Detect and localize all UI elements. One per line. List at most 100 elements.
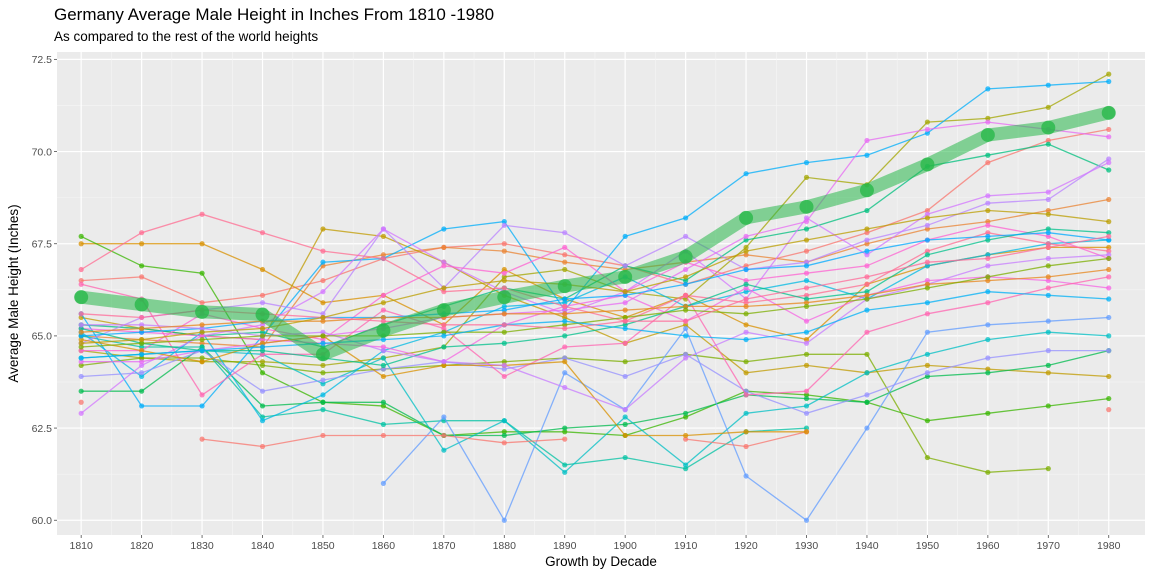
highlight-point (980, 127, 995, 142)
data-point (562, 344, 568, 350)
data-point (562, 311, 568, 317)
data-point (924, 259, 931, 265)
data-point (1045, 196, 1051, 203)
x-tick-label: 1940 (855, 540, 879, 552)
data-point (864, 307, 870, 313)
data-point (924, 281, 931, 287)
data-point (743, 252, 749, 258)
data-point (1106, 373, 1112, 380)
data-point (562, 230, 568, 236)
data-point (803, 174, 810, 180)
data-point (924, 130, 931, 136)
data-point (78, 311, 84, 317)
data-point (924, 119, 931, 125)
x-tick-label: 1910 (674, 540, 698, 552)
data-point (985, 410, 991, 416)
data-point (985, 200, 991, 206)
data-point (683, 466, 689, 472)
data-point (1106, 248, 1112, 254)
data-point (924, 237, 931, 243)
data-point (924, 454, 931, 461)
data-point (1106, 126, 1112, 133)
data-point (924, 329, 931, 335)
data-point (380, 292, 386, 298)
data-point (259, 300, 266, 306)
data-point (924, 126, 931, 133)
data-point (78, 266, 84, 273)
data-point (1106, 314, 1112, 321)
y-tick-label: 65.0 (32, 331, 53, 343)
data-point (683, 322, 689, 328)
data-point (1045, 329, 1051, 335)
data-point (199, 392, 205, 398)
data-point (864, 226, 870, 232)
data-point (380, 373, 386, 380)
data-point (562, 359, 568, 365)
data-point (743, 443, 749, 450)
data-point (803, 219, 810, 225)
data-point (985, 277, 991, 284)
data-point (320, 329, 326, 335)
highlight-point (315, 347, 330, 362)
data-point (683, 215, 689, 221)
data-point (1045, 292, 1051, 298)
data-point (78, 399, 84, 405)
data-point (1106, 78, 1112, 85)
data-point (441, 432, 447, 439)
series-line (81, 121, 1109, 363)
data-point (320, 362, 326, 368)
data-point (380, 300, 386, 306)
data-point (1045, 226, 1051, 232)
data-point (622, 289, 628, 295)
data-point (259, 362, 266, 368)
data-point (259, 359, 266, 365)
data-point (259, 344, 266, 350)
data-point (441, 322, 447, 328)
data-point (743, 248, 749, 254)
data-point (985, 255, 991, 262)
data-point (501, 266, 507, 273)
data-point (562, 252, 568, 258)
data-point (1106, 285, 1112, 291)
data-point (743, 370, 749, 376)
data-point (1106, 348, 1112, 354)
data-point (562, 355, 568, 361)
data-point (441, 359, 447, 365)
data-point (985, 222, 991, 228)
data-point (985, 366, 991, 372)
x-tick-label: 1860 (372, 540, 396, 552)
data-point (803, 429, 810, 435)
data-point (743, 322, 749, 328)
data-point (259, 336, 266, 343)
data-point (320, 392, 326, 398)
data-point (1045, 244, 1051, 251)
data-point (78, 344, 84, 350)
series-line (80, 158, 1110, 344)
x-tick-label: 1820 (130, 540, 154, 552)
data-point (803, 336, 810, 343)
data-point (683, 266, 689, 273)
data-point (562, 425, 568, 431)
data-point (683, 410, 689, 416)
data-point (985, 370, 991, 376)
data-point (622, 340, 628, 346)
data-point (441, 333, 447, 339)
data-point (562, 333, 568, 339)
data-point (622, 292, 628, 298)
data-point (803, 259, 810, 265)
data-point (622, 407, 628, 413)
data-point (380, 355, 386, 361)
data-point (1045, 241, 1051, 247)
data-point (683, 462, 689, 468)
data-point (803, 248, 810, 254)
data-point (1045, 370, 1051, 376)
x-tick-label: 1890 (553, 540, 577, 552)
data-point (683, 333, 689, 339)
data-point (139, 241, 145, 247)
data-point (622, 233, 628, 239)
data-point (320, 370, 326, 376)
x-tick-label: 1840 (251, 540, 275, 552)
data-point (380, 226, 386, 232)
data-point (1045, 348, 1051, 354)
data-point (803, 300, 810, 306)
